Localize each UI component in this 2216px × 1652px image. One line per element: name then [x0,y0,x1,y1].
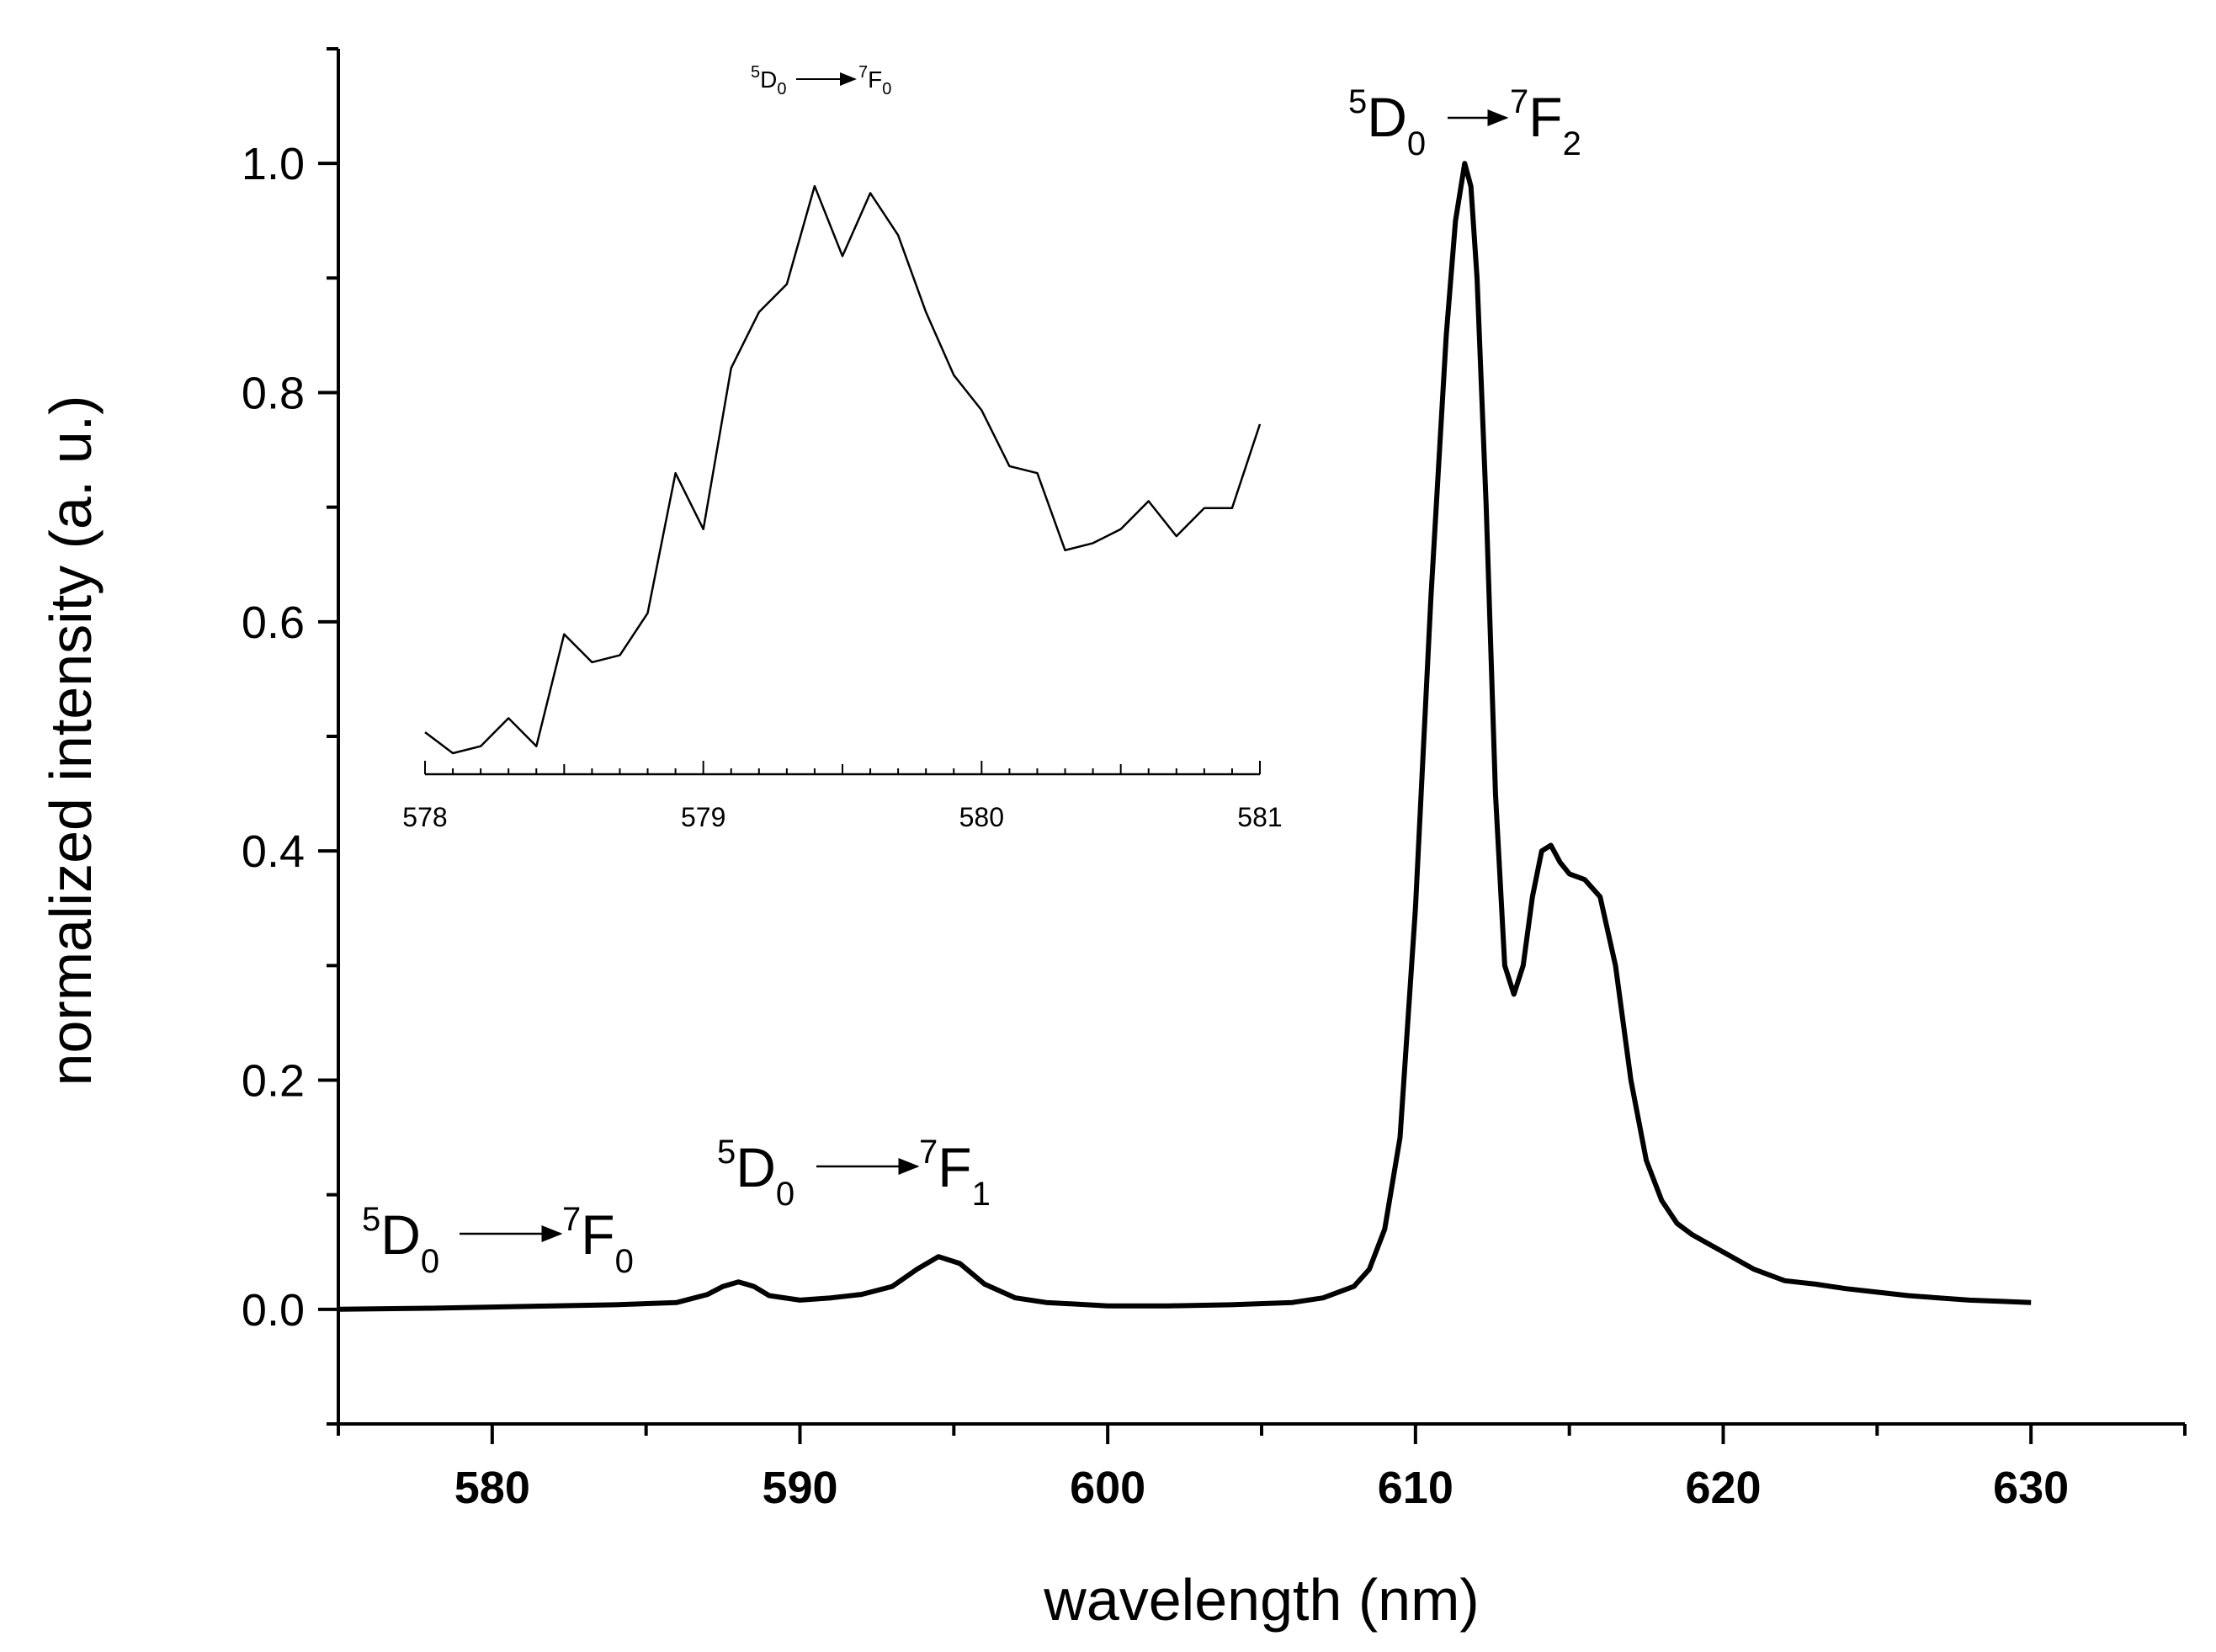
annotation-superscript: 7 [1510,83,1528,120]
svg-text:7F0: 7F0 [858,63,891,98]
svg-text:7F2: 7F2 [1510,83,1581,162]
inset-x-tick-label: 579 [681,802,725,832]
x-tick-label: 590 [762,1463,837,1513]
y-axis-label: normalized intensity (a. u.) [38,396,104,1086]
annotation-superscript: 5 [717,1134,736,1171]
annotation-subscript: 0 [615,1243,634,1280]
inset-chart: 578 579 580 581 5D0 7F0 [402,63,1282,832]
annotation-term: D [736,1136,776,1198]
svg-text:7F1: 7F1 [919,1134,991,1213]
inset-annotation-5d0-7f0: 5D0 7F0 [751,63,891,98]
annotation-5d0-7f2: 5D0 7F2 [1348,83,1581,162]
annotation-superscript: 7 [858,63,868,82]
annotation-term: F [1528,86,1562,148]
y-tick-label: 0.2 [242,1056,305,1107]
annotation-subscript: 0 [777,80,786,98]
annotation-term: D [1367,86,1407,148]
annotation-term: F [581,1203,614,1266]
svg-text:7F0: 7F0 [562,1201,634,1280]
x-tick-label: 610 [1378,1463,1453,1513]
svg-text:5D0: 5D0 [751,63,786,98]
annotation-term: F [868,66,882,93]
annotation-subscript: 0 [1407,125,1426,162]
y-tick-label: 1.0 [242,139,305,189]
annotation-subscript: 0 [776,1176,794,1213]
inset-x-tick-label: 581 [1237,802,1282,832]
x-tick-label: 630 [1993,1463,2069,1513]
inset-x-axis-ticks [424,761,1261,774]
svg-text:5D0: 5D0 [717,1134,794,1213]
annotation-superscript: 5 [1348,83,1367,120]
inset-x-tick-label: 578 [402,802,447,832]
svg-text:5D0: 5D0 [362,1201,439,1280]
annotation-subscript: 1 [972,1176,991,1213]
x-tick-label: 580 [454,1463,530,1513]
annotation-subscript: 0 [882,80,891,98]
annotation-subscript: 0 [421,1243,439,1280]
inset-spectrum-line [424,184,1262,755]
annotation-term: D [380,1203,421,1266]
annotation-term: D [760,66,777,93]
annotation-superscript: 5 [362,1201,380,1238]
annotation-superscript: 5 [751,63,760,82]
x-tick-label: 600 [1070,1463,1145,1513]
inset-x-tick-label: 580 [959,802,1004,832]
x-tick-label: 620 [1685,1463,1761,1513]
annotation-subscript: 2 [1563,125,1581,162]
y-tick-label: 0.4 [242,826,305,877]
y-tick-label: 0.8 [242,369,305,419]
emission-spectrum-line [337,161,2032,1312]
annotation-superscript: 7 [562,1201,581,1238]
annotation-5d0-7f0: 5D0 7F0 [362,1201,634,1280]
y-tick-label: 0.0 [242,1285,305,1336]
svg-text:5D0: 5D0 [1348,83,1426,162]
annotation-superscript: 7 [919,1134,938,1171]
y-axis-ticks [318,47,338,1426]
annotation-term: F [938,1136,971,1198]
y-tick-label: 0.6 [242,598,305,648]
x-axis-label: wavelength (nm) [1043,1567,1479,1633]
x-axis-ticks [337,1424,2187,1444]
annotation-5d0-7f1: 5D0 7F1 [717,1134,991,1213]
